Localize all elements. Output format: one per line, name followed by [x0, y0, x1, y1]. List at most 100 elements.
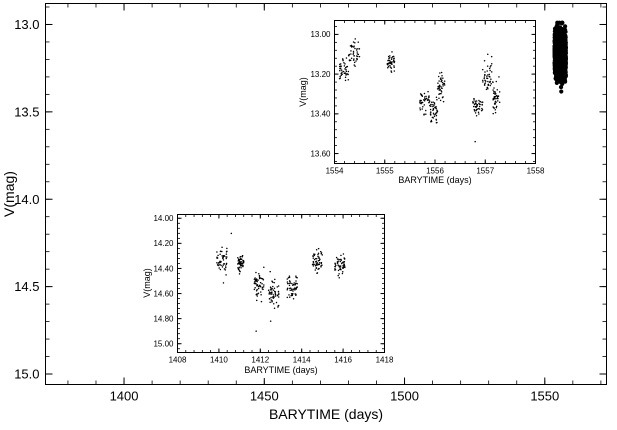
inset-upper-point — [436, 88, 439, 90]
inset-upper-point — [440, 77, 442, 79]
inset-lower-point — [259, 284, 261, 287]
inset-lower-point — [263, 284, 265, 286]
inset-upper-point — [391, 63, 393, 66]
inset-lower-point — [269, 320, 272, 322]
inset-lower-point — [225, 253, 228, 255]
inset-upper-point — [439, 88, 441, 91]
inset-lower-point — [270, 296, 272, 299]
inset-lower-point — [237, 257, 239, 259]
main-y-tick-label: 15.0 — [14, 367, 39, 382]
inset-upper-point — [479, 100, 481, 103]
inset-lower-point — [277, 293, 280, 295]
inset-lower-point — [217, 263, 219, 265]
inset-lower-point — [216, 251, 218, 253]
inset-lower-x-ticks: 1408 1410 1412 1414 1416 1418 — [169, 214, 394, 365]
inset-lower-point — [217, 264, 220, 267]
main-y-tick-label: 14.5 — [14, 279, 39, 294]
inset-lower-point — [316, 264, 319, 266]
inset-upper-point — [435, 119, 438, 121]
inset-lower-point — [342, 266, 345, 269]
inset-lower-point — [291, 288, 293, 290]
inset-upper-point — [487, 84, 490, 87]
inset-lower-x-axis-label: BARYTIME (days) — [244, 365, 317, 375]
inset-lower-point — [271, 280, 273, 282]
inset-upper-point — [433, 103, 436, 105]
inset-upper-x-ticks: 1554 1555 1556 1557 1558 — [326, 20, 545, 176]
inset-upper-point — [343, 62, 345, 64]
inset-lower-point — [253, 288, 256, 291]
inset-upper-point — [429, 108, 432, 111]
inset-upper-point — [435, 114, 438, 117]
inset-upper-point — [490, 64, 492, 67]
inset-upper-point — [393, 61, 396, 63]
inset-lower-point — [342, 271, 344, 273]
main-point — [558, 84, 564, 90]
inset-upper-point — [353, 58, 355, 60]
inset-lower-point — [338, 265, 340, 267]
main-point — [563, 70, 568, 75]
inset-upper-x-tick-label: 1558 — [527, 167, 545, 176]
inset-lower-point — [334, 265, 336, 268]
inset-upper-point — [355, 60, 357, 62]
inset-lower-point — [262, 277, 264, 280]
inset-upper-point — [430, 101, 433, 104]
inset-upper-point — [474, 112, 477, 114]
inset-lower-point — [259, 285, 262, 288]
inset-upper-point — [473, 99, 475, 101]
inset-lower-point — [292, 283, 295, 286]
inset-upper-point — [486, 70, 488, 72]
inset-lower-point — [295, 280, 297, 282]
inset-lower-point — [225, 262, 228, 265]
inset-lower-point — [222, 264, 224, 266]
inset-upper-point — [477, 111, 480, 114]
inset-upper-point — [386, 63, 389, 66]
inset-upper-x-axis-label: BARYTIME (days) — [398, 175, 471, 185]
inset-upper-point — [389, 64, 391, 67]
inset-lower-point — [230, 232, 233, 235]
inset-lower-point — [292, 288, 295, 290]
inset-upper-point — [441, 81, 444, 84]
inset-upper-point — [419, 108, 422, 111]
inset-upper-point — [489, 80, 491, 83]
inset-upper-point — [390, 58, 393, 61]
inset-lower-point — [296, 283, 298, 285]
main-plot-frame — [45, 3, 607, 385]
inset-upper-point — [338, 77, 341, 80]
inset-upper-point — [435, 105, 437, 108]
main-point — [559, 89, 564, 94]
inset-upper-point — [495, 106, 498, 109]
inset-upper-point — [495, 101, 497, 103]
inset-upper-point — [481, 108, 484, 111]
inset-lower-point — [340, 254, 342, 257]
inset-lower-point — [253, 278, 256, 280]
inset-upper-point — [432, 105, 434, 108]
inset-lower-point — [255, 290, 258, 292]
inset-upper-point — [496, 88, 499, 91]
inset-upper-point — [472, 102, 474, 104]
inset-upper-point — [345, 68, 347, 71]
inset-upper-point — [442, 85, 444, 87]
inset-lower-point — [221, 246, 223, 248]
main-point — [560, 34, 566, 40]
inset-upper-point — [488, 67, 491, 70]
inset-upper-point — [492, 89, 494, 91]
inset-upper-x-tick-label: 1557 — [476, 167, 494, 176]
inset-upper-point — [345, 57, 348, 59]
inset-lower-point — [294, 287, 297, 289]
inset-upper-point — [429, 104, 431, 107]
inset-lower-point — [259, 276, 261, 279]
inset-lower-point — [291, 282, 293, 285]
inset-lower-point — [238, 262, 240, 265]
inset-upper-y-axis-label: V(mag) — [298, 77, 308, 107]
inset-upper-point — [436, 99, 438, 101]
inset-upper-point — [492, 92, 495, 95]
inset-lower-point — [217, 254, 219, 257]
inset-lower-point — [340, 262, 343, 265]
inset-upper-point — [391, 51, 393, 53]
main-point — [552, 54, 557, 60]
inset-lower-point — [338, 273, 340, 275]
inset-upper-point — [428, 101, 430, 104]
inset-upper-point — [393, 57, 395, 60]
inset-upper-point — [347, 70, 350, 73]
main-point — [563, 79, 568, 84]
